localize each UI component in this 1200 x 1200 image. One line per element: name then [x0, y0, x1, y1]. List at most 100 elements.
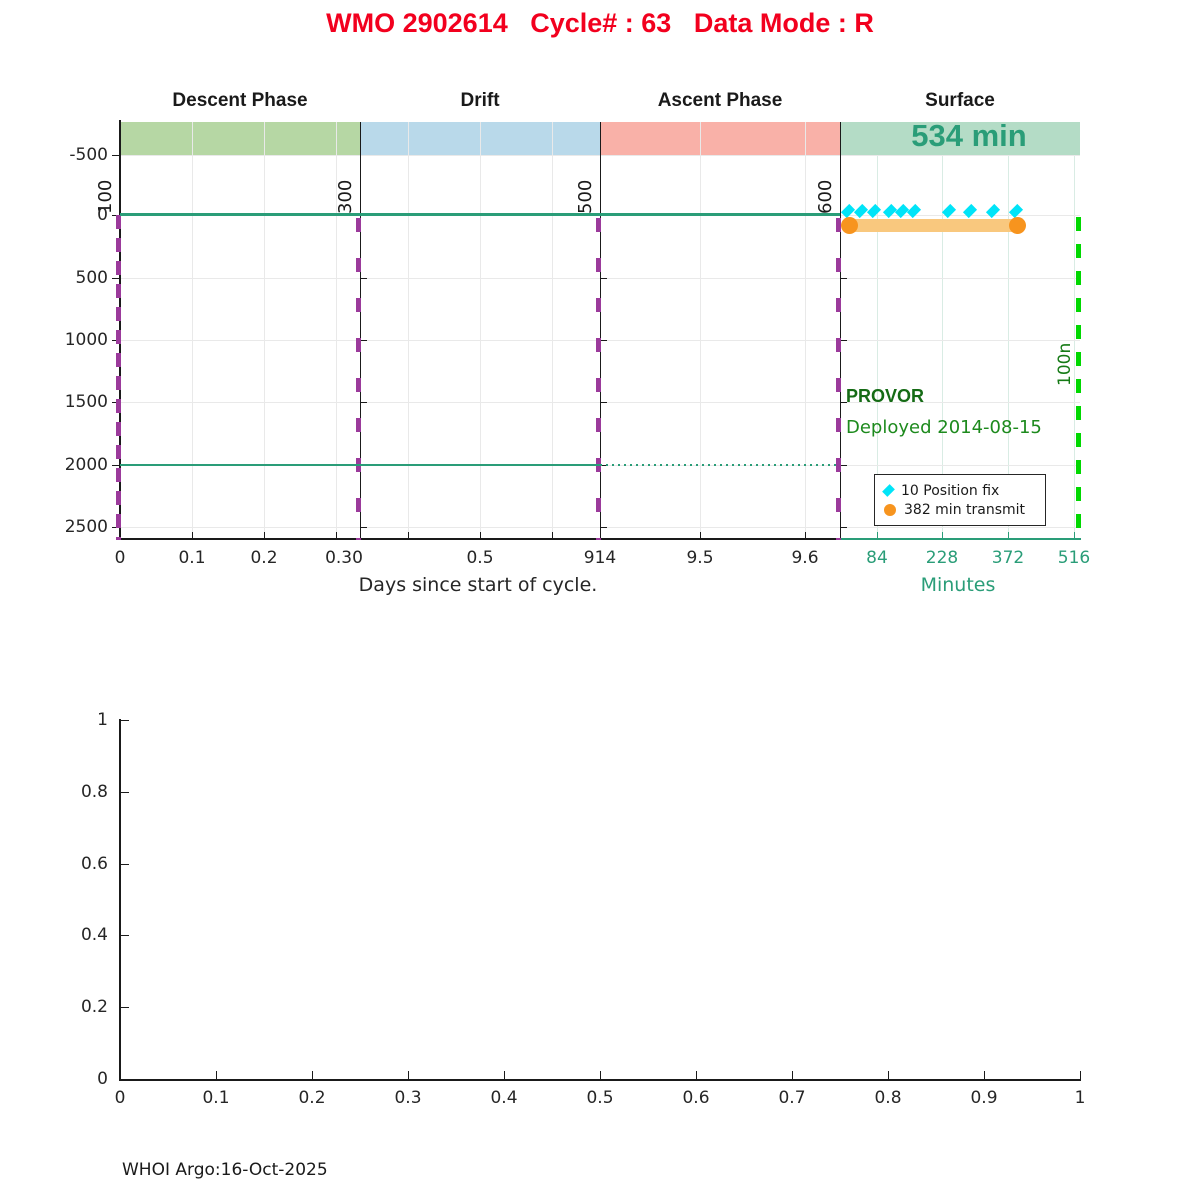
x-axis-title-days: Days since start of cycle.: [358, 574, 598, 596]
event-code-label-300: 300: [335, 179, 356, 214]
gridline-minutes: [877, 155, 878, 540]
x-tick-minutes: [877, 532, 878, 539]
sub-tick: [601, 340, 607, 341]
sub-tick: [841, 278, 847, 279]
gridline: [336, 122, 337, 540]
gridline: [840, 215, 1080, 216]
surface-depth-line: [120, 213, 840, 216]
y-tick: [112, 527, 119, 528]
x-tick-minutes: [942, 532, 943, 539]
x-axis-title-minutes: Minutes: [920, 574, 996, 596]
y-tick-label: -500: [69, 145, 108, 165]
event-line-100n: [1076, 217, 1081, 540]
x-tick: [120, 1071, 121, 1079]
bottom-x-tick-label: 0.7: [778, 1088, 806, 1108]
x-tick-label-days: 0.5: [466, 548, 494, 568]
x-tick: [504, 1071, 505, 1079]
y-tick: [112, 402, 119, 403]
sub-tick: [601, 278, 607, 279]
gridline: [264, 122, 265, 540]
gridline-minutes: [1074, 155, 1075, 540]
x-tick: [312, 1071, 313, 1079]
y-tick: [121, 792, 129, 793]
sub-tick: [841, 340, 847, 341]
bottom-x-tick-label: 0.2: [298, 1088, 326, 1108]
gridline: [552, 122, 553, 540]
y-tick-label: 1500: [64, 392, 108, 412]
x-tick-label-days: 9.6: [791, 548, 819, 568]
event-line-100: [116, 215, 121, 540]
y-tick: [112, 215, 119, 216]
legend-item-position-fix: 10 Position fix: [882, 482, 1045, 499]
phase-band-ascent: [600, 122, 840, 155]
gridline-minutes: [1008, 155, 1009, 540]
y-tick-label: 2500: [64, 517, 108, 537]
transmit-end-marker: [1009, 217, 1026, 234]
bottom-x-tick-label: 0.8: [874, 1088, 902, 1108]
legend-label: 10 Position fix: [901, 482, 1000, 499]
x-tick-label-days: 0: [114, 548, 126, 568]
phase-title-surface: Surface: [925, 90, 995, 111]
x-tick-label-minutes: 84: [866, 548, 888, 568]
y-tick: [121, 864, 129, 865]
event-code-label-100n: 100n: [1055, 342, 1075, 386]
park-depth-line: [120, 464, 600, 466]
sub-tick: [361, 527, 367, 528]
x-tick-label-minutes: 372: [991, 548, 1025, 568]
x-tick-label-days: 0.2: [250, 548, 278, 568]
bottom-x-tick-label: 0.4: [490, 1088, 518, 1108]
y-tick: [112, 155, 119, 156]
x-tick-label-days: 9.5: [686, 548, 714, 568]
y-tick: [121, 1007, 129, 1008]
phase-band-surface: [840, 122, 1080, 155]
y-tick-label: 500: [75, 268, 108, 288]
float-model-label: PROVOR: [846, 386, 925, 406]
phase-title-drift: Drift: [460, 90, 500, 111]
y-tick: [121, 720, 129, 721]
x-tick: [984, 1071, 985, 1079]
bottom-y-axis-line: [119, 719, 121, 1081]
gridline: [192, 122, 193, 540]
y-tick: [121, 935, 129, 936]
cyan-diamond-icon: [882, 484, 895, 497]
x-tick-label-minutes: 516: [1057, 548, 1091, 568]
x-tick: [408, 1071, 409, 1079]
bottom-x-tick-label: 0.1: [202, 1088, 230, 1108]
gridline: [480, 122, 481, 540]
event-code-label-600: 600: [815, 179, 836, 214]
transmit-start-marker: [841, 217, 858, 234]
event-line-500: [596, 218, 601, 540]
bottom-y-tick-label: 0.6: [80, 854, 108, 874]
y-tick-label: 0: [97, 205, 108, 225]
y-tick: [112, 465, 119, 466]
bottom-y-tick-label: 1: [97, 710, 108, 730]
x-tick: [600, 1071, 601, 1079]
x-axis-days-line: [120, 538, 841, 540]
legend-label: 382 min transmit: [904, 501, 1026, 518]
x-tick: [1080, 1071, 1081, 1079]
sub-tick: [361, 402, 367, 403]
gridline-minutes: [942, 155, 943, 540]
x-tick: [552, 532, 553, 539]
phase-title-ascent: Ascent Phase: [657, 90, 783, 111]
x-tick-label-minutes: 228: [925, 548, 959, 568]
sub-tick: [841, 527, 847, 528]
gridline: [408, 122, 409, 540]
orange-circle-icon: [884, 503, 896, 516]
bottom-x-tick-label: 0: [114, 1088, 126, 1108]
sub-tick: [601, 527, 607, 528]
event-line-600: [836, 218, 841, 540]
phase-band-descent: [120, 122, 360, 155]
x-tick: [700, 532, 701, 539]
sub-tick: [361, 278, 367, 279]
x-tick: [264, 532, 265, 539]
x-tick-label-days: 0.30: [325, 548, 363, 568]
bottom-x-axis-line: [119, 1079, 1081, 1081]
x-tick-label-days: 914: [583, 548, 617, 568]
bottom-y-tick-label: 0.4: [80, 925, 108, 945]
legend: 10 Position fix 382 min transmit: [874, 474, 1046, 526]
footer-credit: WHOI Argo:16-Oct-2025: [122, 1160, 328, 1180]
y-tick-label: 1000: [64, 330, 108, 350]
x-tick-minutes: [1008, 532, 1009, 539]
